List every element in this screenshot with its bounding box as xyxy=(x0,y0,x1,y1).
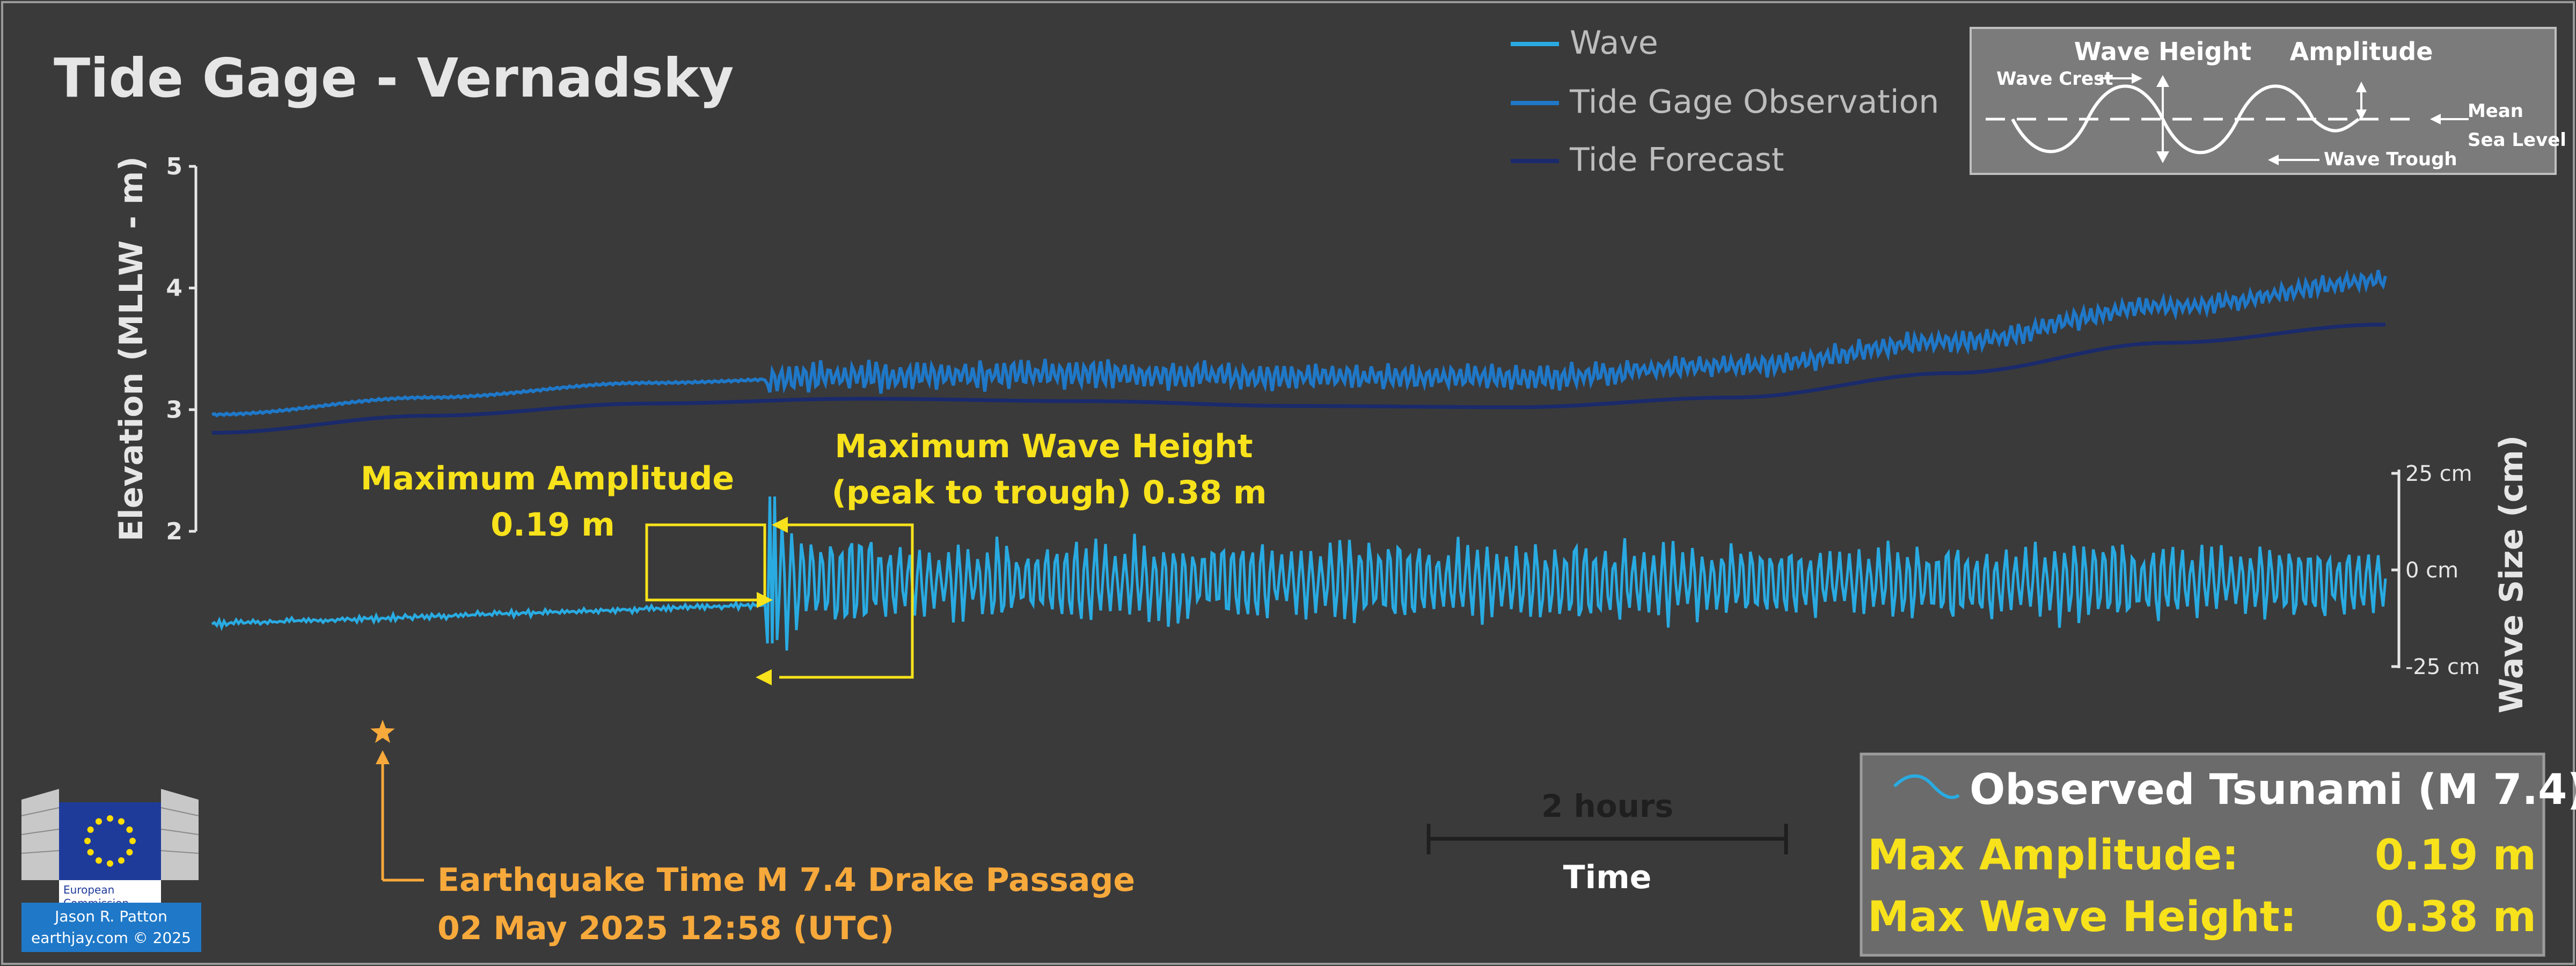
max-amplitude-value: 0.19 m xyxy=(491,506,614,544)
credit-site: earthjay.com © 2025 xyxy=(31,929,191,947)
amplitude-arrow-up xyxy=(2356,82,2367,92)
max-amplitude-label: Maximum Amplitude xyxy=(361,460,734,497)
crest-pointer-head xyxy=(2132,73,2142,84)
earthquake-pointer-head xyxy=(376,750,390,764)
eu-star xyxy=(118,857,125,864)
summary-row-value: 0.38 m xyxy=(2375,893,2536,941)
max-amplitude-annotation: Maximum Amplitude 0.19 m xyxy=(361,460,773,608)
amplitude-bracket xyxy=(645,523,766,602)
eu-flag-icon xyxy=(59,802,161,880)
amplitude-arrow-down xyxy=(2356,109,2367,120)
elevation-tick-label: 4 xyxy=(166,275,182,302)
earthquake-label: Earthquake Time M 7.4 Drake Passage xyxy=(437,861,1135,899)
inset-label-wave-height: Wave Height xyxy=(2074,37,2251,66)
wave-tick-label: 25 cm xyxy=(2405,462,2472,486)
wave-height-bracket-arrow-bottom xyxy=(756,669,772,685)
earthquake-date: 02 May 2025 12:58 (UTC) xyxy=(437,910,894,947)
credit-box-background xyxy=(21,903,201,952)
summary-wave-icon xyxy=(1893,774,1960,799)
credit-author: Jason R. Patton xyxy=(54,908,167,925)
scale-bar-label: 2 hours xyxy=(1541,788,1673,824)
time-scale-bar: 2 hours Time xyxy=(1426,788,1788,896)
wave-tick-label: 0 cm xyxy=(2405,558,2458,583)
eu-star xyxy=(87,826,94,833)
summary-row-label: Max Amplitude: xyxy=(1868,831,2238,880)
elevation-axis: 2 3 4 5 xyxy=(166,153,197,545)
eu-stars-icon xyxy=(84,815,136,867)
legend-label-forecast: Tide Forecast xyxy=(1569,141,1784,179)
wave-axis-label: Wave Size (cm) xyxy=(2493,435,2530,713)
summary-box: Observed Tsunami (M 7.4) Max Amplitude: … xyxy=(1860,752,2576,957)
eu-star xyxy=(107,815,113,822)
wave-tick-label: -25 cm xyxy=(2405,655,2480,679)
series-line-wave xyxy=(211,496,2387,651)
max-wave-height-annotation: Maximum Wave Height (peak to trough) 0.3… xyxy=(756,428,1267,685)
wave-diagram-inset: Wave Height Amplitude Wave Crest Wave Tr… xyxy=(1970,27,2566,175)
summary-row-value: 0.19 m xyxy=(2375,831,2536,880)
plot-series xyxy=(211,269,2387,651)
amplitude-bracket-arrow xyxy=(757,592,773,608)
elevation-tick-label: 5 xyxy=(166,153,182,180)
msl-pointer-head xyxy=(2430,114,2441,125)
inset-label-amplitude: Amplitude xyxy=(2290,37,2433,66)
max-wave-height-value: (peak to trough) 0.38 m xyxy=(832,474,1267,511)
earthquake-star-icon xyxy=(370,720,395,743)
wave-height-arrow-up xyxy=(2156,75,2169,87)
logo-building-right xyxy=(161,789,199,880)
eu-star xyxy=(84,838,91,844)
inset-label-sea-level: Sea Level xyxy=(2468,129,2566,151)
eu-star xyxy=(96,857,102,864)
logo-building-left xyxy=(21,789,59,880)
series-line-tide-forecast xyxy=(211,323,2386,435)
inset-label-wave-trough: Wave Trough xyxy=(2324,149,2457,170)
earthquake-marker: Earthquake Time M 7.4 Drake Passage 02 M… xyxy=(370,720,1135,947)
legend: Wave Tide Gage Observation Tide Forecast xyxy=(1511,24,1939,179)
inset-box xyxy=(1970,27,2557,175)
summary-title: Observed Tsunami (M 7.4) xyxy=(1970,766,2576,814)
eu-star xyxy=(126,849,133,855)
series-line-tide-gage-observation xyxy=(211,269,2387,418)
inset-label-wave-crest: Wave Crest xyxy=(1996,68,2113,90)
page-title: Tide Gage - Vernadsky xyxy=(54,47,734,109)
legend-label-observation: Tide Gage Observation xyxy=(1569,83,1939,121)
logo-text-line1: European xyxy=(63,883,114,896)
eu-star xyxy=(96,818,102,825)
time-axis-label: Time xyxy=(1563,859,1652,896)
legend-label-wave: Wave xyxy=(1570,24,1658,62)
inset-label-mean: Mean xyxy=(2468,100,2523,122)
wave-height-bracket xyxy=(779,523,914,679)
summary-row-label: Max Wave Height: xyxy=(1868,893,2296,941)
eu-star xyxy=(118,818,125,825)
wave-size-axis: -25 cm 0 cm 25 cm xyxy=(2391,462,2480,679)
eu-star xyxy=(126,826,133,833)
logo-building-lines xyxy=(21,807,199,854)
eu-star xyxy=(87,849,94,855)
eu-star xyxy=(129,838,136,844)
summary-box-background xyxy=(1860,752,2545,957)
credit-box: Jason R. Patton earthjay.com © 2025 xyxy=(21,903,201,952)
wave-height-arrow-down xyxy=(2156,151,2169,163)
elevation-axis-label: Elevation (MLLW - m) xyxy=(113,156,150,541)
wave-height-bracket-arrow-top xyxy=(772,517,788,533)
elevation-tick-label: 3 xyxy=(166,396,182,423)
elevation-tick-label: 2 xyxy=(166,518,182,545)
max-wave-height-label: Maximum Wave Height xyxy=(835,428,1253,465)
eu-star xyxy=(107,860,113,867)
trough-pointer-head xyxy=(2268,155,2279,165)
inset-wave-curve xyxy=(2011,84,2360,155)
